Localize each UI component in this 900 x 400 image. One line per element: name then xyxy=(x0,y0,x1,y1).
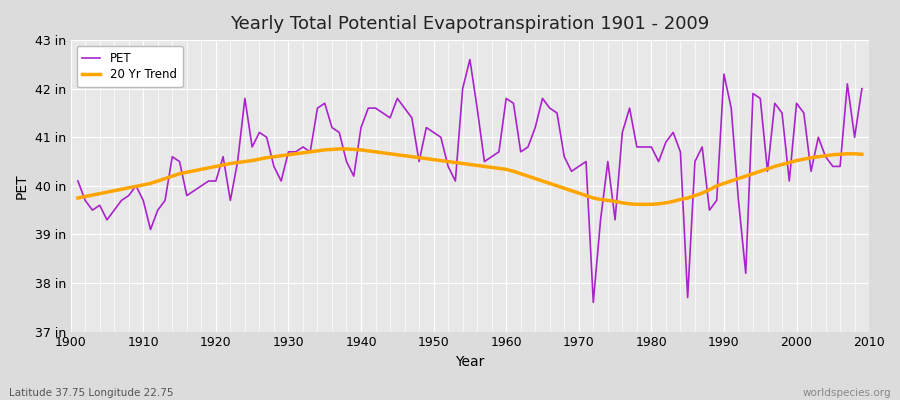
Title: Yearly Total Potential Evapotranspiration 1901 - 2009: Yearly Total Potential Evapotranspiratio… xyxy=(230,15,709,33)
Y-axis label: PET: PET xyxy=(15,173,29,199)
Line: 20 Yr Trend: 20 Yr Trend xyxy=(78,149,862,204)
20 Yr Trend xyxy=(595,197,606,202)
20 Yr Trend xyxy=(508,169,518,174)
20 Yr Trend xyxy=(334,146,345,151)
20 Yr Trend xyxy=(632,202,643,207)
Line: PET: PET xyxy=(78,60,862,302)
Text: Latitude 37.75 Longitude 22.75: Latitude 37.75 Longitude 22.75 xyxy=(9,388,174,398)
PET xyxy=(334,130,345,135)
PET xyxy=(464,57,475,62)
PET xyxy=(130,184,141,188)
Text: worldspecies.org: worldspecies.org xyxy=(803,388,891,398)
X-axis label: Year: Year xyxy=(455,355,484,369)
Legend: PET, 20 Yr Trend: PET, 20 Yr Trend xyxy=(76,46,183,87)
20 Yr Trend xyxy=(341,146,352,151)
PET xyxy=(291,150,302,154)
20 Yr Trend xyxy=(500,167,511,172)
PET xyxy=(73,178,84,183)
20 Yr Trend xyxy=(857,152,868,157)
PET xyxy=(500,96,511,101)
PET xyxy=(588,300,598,305)
PET xyxy=(508,101,518,106)
20 Yr Trend xyxy=(130,184,141,189)
PET xyxy=(602,159,613,164)
20 Yr Trend xyxy=(73,196,84,200)
PET xyxy=(857,86,868,91)
20 Yr Trend xyxy=(291,151,302,156)
